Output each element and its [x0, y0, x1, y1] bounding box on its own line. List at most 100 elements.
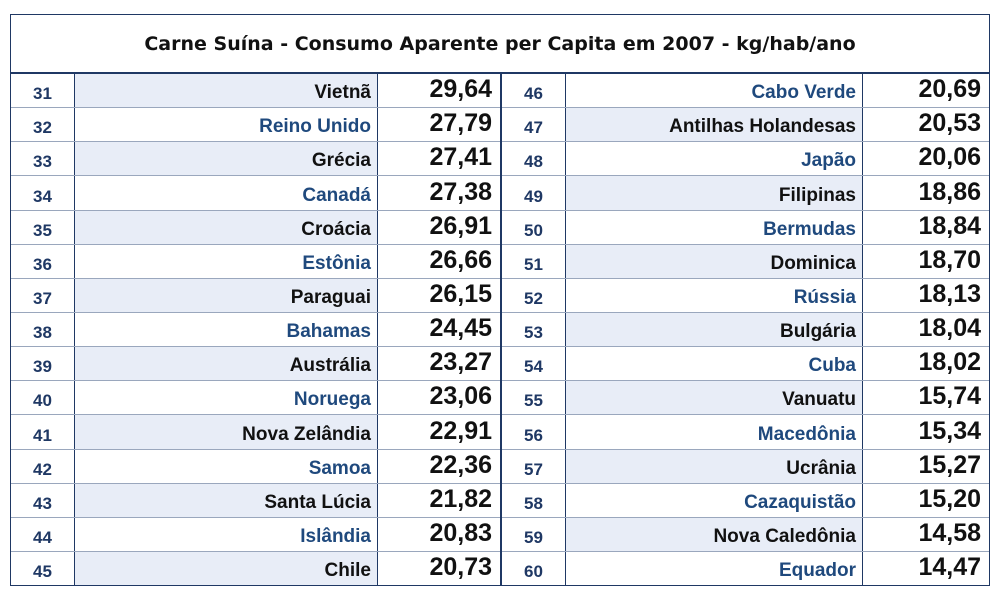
table-row: 45 Chile 20,73: [11, 551, 500, 586]
country-cell: Rússia: [566, 278, 863, 312]
country-cell: Bermudas: [566, 210, 863, 244]
value-cell: 14,58: [918, 518, 981, 547]
table-row: 46 Cabo Verde 20,69: [502, 74, 989, 109]
table-row: 33 Grécia 27,41: [11, 142, 500, 177]
rank-cell: 54: [502, 347, 566, 381]
rank-cell: 60: [502, 551, 566, 586]
rank-cell: 36: [11, 244, 75, 278]
value-cell: 18,04: [918, 314, 981, 343]
country-cell: Noruega: [75, 381, 378, 415]
table-row: 50 Bermudas 18,84: [502, 210, 989, 245]
table-row: 59 Nova Caledônia 14,58: [502, 517, 989, 552]
rank-cell: 50: [502, 210, 566, 244]
value-cell: 26,91: [429, 211, 492, 240]
country-cell: Cabo Verde: [566, 74, 863, 108]
value-cell: 15,74: [918, 382, 981, 411]
rank-cell: 46: [502, 74, 566, 108]
table-row: 47 Antilhas Holandesas 20,53: [502, 108, 989, 143]
country-cell: Reino Unido: [75, 108, 378, 142]
table-row: 43 Santa Lúcia 21,82: [11, 483, 500, 518]
value-cell: 24,45: [429, 314, 492, 343]
rank-cell: 49: [502, 176, 566, 210]
value-cell: 20,69: [918, 75, 981, 104]
table-row: 58 Cazaquistão 15,20: [502, 483, 989, 518]
country-cell: Dominica: [566, 244, 863, 278]
rank-cell: 41: [11, 415, 75, 449]
country-cell: Filipinas: [566, 176, 863, 210]
country-cell: Japão: [566, 142, 863, 176]
rank-cell: 38: [11, 312, 75, 347]
country-cell: Cuba: [566, 347, 863, 381]
rank-cell: 42: [11, 449, 75, 483]
value-cell: 20,06: [918, 143, 981, 172]
table-row: 54 Cuba 18,02: [502, 347, 989, 382]
value-cell: 22,36: [429, 450, 492, 479]
table-row: 36 Estônia 26,66: [11, 244, 500, 279]
country-cell: Austrália: [75, 347, 378, 381]
rank-cell: 48: [502, 142, 566, 176]
country-cell: Bahamas: [75, 312, 378, 347]
table-row: 31 Vietnã 29,64: [11, 74, 500, 109]
rank-cell: 32: [11, 108, 75, 142]
rank-cell: 44: [11, 517, 75, 551]
table-title: Carne Suína - Consumo Aparente per Capit…: [11, 15, 989, 74]
table-row: 40 Noruega 23,06: [11, 381, 500, 416]
country-cell: Equador: [566, 551, 863, 586]
table-right-half: 46 Cabo Verde 20,69 47 Antilhas Holandesas 20…: [500, 74, 989, 586]
rank-cell: 56: [502, 415, 566, 449]
table-row: 37 Paraguai 26,15: [11, 278, 500, 313]
table-row: 34 Canadá 27,38: [11, 176, 500, 211]
rank-cell: 57: [502, 449, 566, 483]
rank-cell: 40: [11, 381, 75, 415]
country-cell: Vanuatu: [566, 381, 863, 415]
table-row: 48 Japão 20,06: [502, 142, 989, 177]
table-left-half: 31 Vietnã 29,64 32 Reino Unido 27,79 33 Grécia 2…: [11, 74, 500, 586]
table-row: 56 Macedônia 15,34: [502, 415, 989, 450]
value-cell: 23,27: [429, 348, 492, 377]
rank-cell: 33: [11, 142, 75, 176]
country-cell: Santa Lúcia: [75, 483, 378, 517]
rank-cell: 37: [11, 278, 75, 312]
value-cell: 18,84: [918, 211, 981, 240]
table-row: 32 Reino Unido 27,79: [11, 108, 500, 143]
table-row: 41 Nova Zelândia 22,91: [11, 415, 500, 450]
value-cell: 29,64: [429, 75, 492, 104]
country-cell: Ucrânia: [566, 449, 863, 483]
value-cell: 21,82: [429, 484, 492, 513]
value-cell: 20,83: [429, 518, 492, 547]
value-cell: 26,66: [429, 245, 492, 274]
value-cell: 26,15: [429, 279, 492, 308]
rank-cell: 55: [502, 381, 566, 415]
value-cell: 18,13: [918, 279, 981, 308]
table-row: 57 Ucrânia 15,27: [502, 449, 989, 484]
country-cell: Cazaquistão: [566, 483, 863, 517]
country-cell: Grécia: [75, 142, 378, 176]
value-cell: 20,53: [918, 109, 981, 138]
rank-cell: 51: [502, 244, 566, 278]
rank-cell: 53: [502, 312, 566, 347]
country-cell: Nova Caledônia: [566, 517, 863, 551]
table-row: 52 Rússia 18,13: [502, 278, 989, 313]
rank-cell: 47: [502, 108, 566, 142]
country-cell: Croácia: [75, 210, 378, 244]
table-row: 44 Islândia 20,83: [11, 517, 500, 552]
rank-cell: 34: [11, 176, 75, 210]
country-cell: Chile: [75, 551, 378, 586]
value-cell: 18,86: [918, 177, 981, 206]
country-cell: Bulgária: [566, 312, 863, 347]
rank-cell: 59: [502, 517, 566, 551]
rank-cell: 52: [502, 278, 566, 312]
country-cell: Antilhas Holandesas: [566, 108, 863, 142]
rank-cell: 45: [11, 551, 75, 586]
table-row: 55 Vanuatu 15,74: [502, 381, 989, 416]
country-cell: Estônia: [75, 244, 378, 278]
table-row: 49 Filipinas 18,86: [502, 176, 989, 211]
value-cell: 20,73: [429, 553, 492, 582]
country-cell: Samoa: [75, 449, 378, 483]
country-cell: Macedônia: [566, 415, 863, 449]
value-cell: 15,27: [918, 450, 981, 479]
table-row: 53 Bulgária 18,04: [502, 312, 989, 348]
value-cell: 14,47: [918, 553, 981, 582]
table-row: 60 Equador 14,47: [502, 551, 989, 586]
value-cell: 18,70: [918, 245, 981, 274]
